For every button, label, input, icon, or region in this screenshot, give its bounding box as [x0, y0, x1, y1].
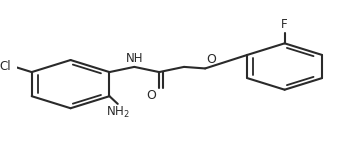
Text: O: O [206, 53, 216, 66]
Text: O: O [147, 89, 156, 102]
Text: F: F [281, 18, 288, 31]
Text: Cl: Cl [0, 60, 11, 73]
Text: NH$_2$: NH$_2$ [106, 105, 130, 120]
Text: NH: NH [126, 52, 143, 65]
